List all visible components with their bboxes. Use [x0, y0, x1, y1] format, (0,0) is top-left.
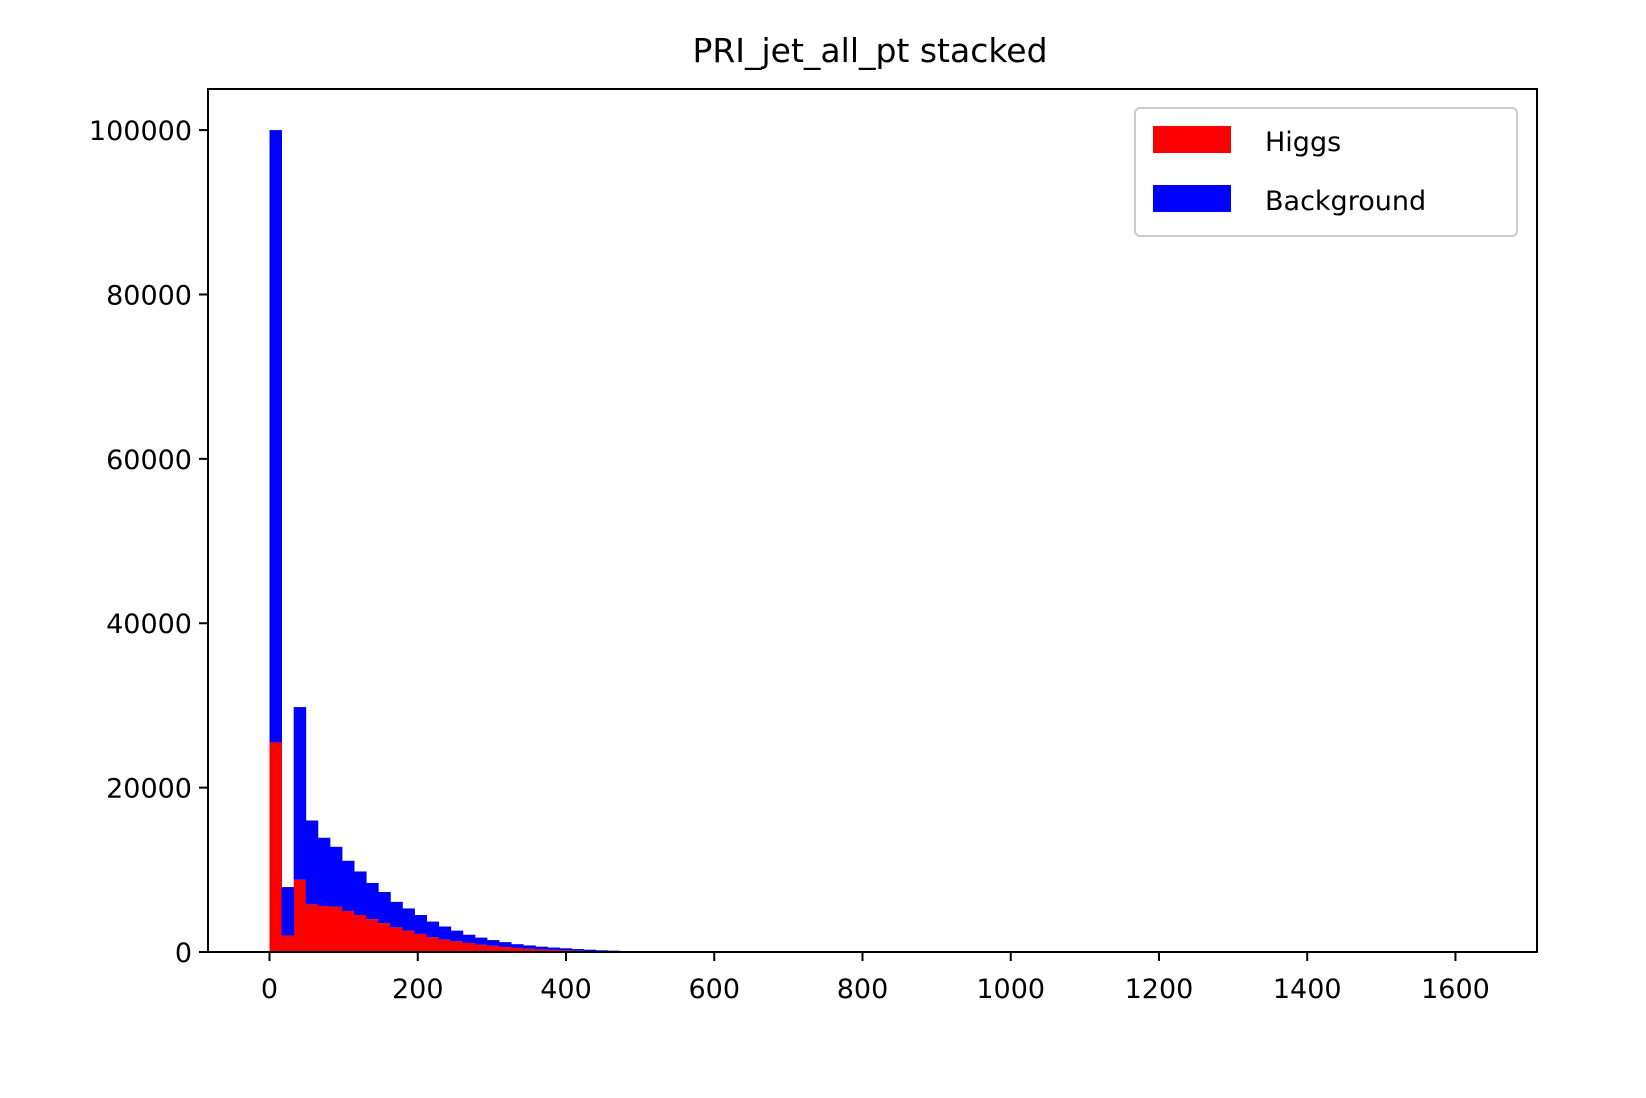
bar-background — [342, 860, 355, 911]
bar-higgs — [474, 944, 488, 952]
x-tick-label: 1000 — [976, 974, 1045, 1005]
bar-higgs — [426, 937, 440, 952]
bar-higgs — [354, 915, 367, 952]
bar-background — [317, 837, 331, 906]
legend-label-background: Background — [1265, 186, 1426, 217]
bar-higgs — [305, 904, 319, 952]
bar-higgs — [293, 879, 307, 952]
x-tick-label: 0 — [261, 974, 278, 1005]
y-tick-label: 60000 — [106, 445, 192, 476]
bar-higgs — [438, 939, 452, 952]
y-tick-label: 0 — [175, 938, 192, 969]
bar-background — [366, 882, 379, 920]
x-tick-label: 200 — [392, 974, 444, 1005]
bar-background — [281, 887, 295, 936]
bar-background — [390, 901, 403, 928]
bar-higgs — [511, 947, 524, 952]
bar-background — [547, 947, 560, 950]
bar-background — [414, 915, 427, 934]
bar-background — [305, 820, 319, 905]
bar-background — [438, 926, 452, 940]
bar-background — [571, 949, 585, 951]
x-tick-label: 1600 — [1421, 974, 1490, 1005]
legend-swatch-higgs — [1153, 126, 1231, 153]
bars-layer — [269, 130, 669, 952]
bar-higgs — [378, 923, 391, 952]
bar-higgs — [342, 910, 355, 952]
chart-title: PRI_jet_all_pt stacked — [692, 31, 1047, 70]
x-tick-label: 400 — [540, 974, 592, 1005]
y-tick-label: 40000 — [106, 609, 192, 640]
bar-higgs — [414, 933, 427, 952]
bar-background — [462, 934, 476, 943]
bar-higgs — [390, 927, 403, 952]
bar-background — [595, 950, 609, 952]
bar-higgs — [366, 919, 379, 952]
legend-swatch-background — [1153, 185, 1231, 212]
bar-background — [293, 707, 307, 880]
x-tick-label: 1400 — [1273, 974, 1342, 1005]
bar-background — [354, 871, 367, 916]
bar-higgs — [535, 949, 548, 952]
bar-higgs — [402, 930, 415, 952]
x-tick-label: 1200 — [1125, 974, 1194, 1005]
bar-background — [583, 949, 597, 952]
bar-background — [474, 937, 488, 945]
bar-higgs — [269, 742, 283, 952]
bar-background — [559, 948, 572, 951]
bar-background — [523, 945, 536, 949]
legend-label-higgs: Higgs — [1265, 127, 1341, 158]
x-tick-label: 800 — [837, 974, 889, 1005]
bar-background — [269, 130, 283, 743]
legend: Higgs Background — [1134, 107, 1518, 237]
plot-frame — [207, 88, 1538, 953]
y-tick-label: 20000 — [106, 774, 192, 805]
bar-background — [329, 846, 343, 907]
bar-higgs — [462, 942, 476, 952]
bar-background — [450, 930, 464, 942]
axes-layer: 0 200 400 600 800 1000 1200 1400 1600 0 20000 40000… — [89, 88, 1538, 1005]
bar-higgs — [547, 949, 560, 952]
bar-background — [426, 921, 440, 938]
y-tick-label: 80000 — [106, 280, 192, 311]
bar-background — [402, 908, 415, 931]
bar-higgs — [486, 945, 500, 952]
bar-higgs — [329, 906, 343, 952]
bar-background — [535, 946, 548, 950]
bar-background — [486, 940, 500, 946]
bar-background — [499, 942, 512, 948]
bar-background — [378, 892, 391, 924]
bar-higgs — [523, 948, 536, 952]
bar-higgs — [281, 935, 295, 952]
bar-higgs — [499, 947, 512, 952]
bar-higgs — [450, 941, 464, 952]
x-tick-label: 600 — [688, 974, 740, 1005]
bar-background — [511, 944, 524, 948]
bar-higgs — [317, 905, 331, 952]
y-tick-label: 100000 — [89, 116, 192, 147]
